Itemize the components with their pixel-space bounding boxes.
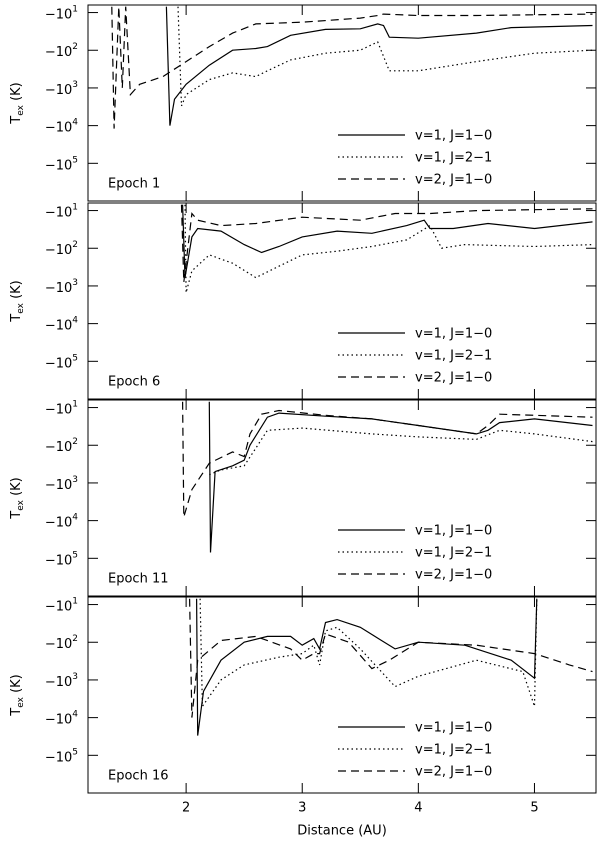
x-axis-label: Distance (AU) <box>297 824 387 839</box>
legend-label: v=1, J=2−1 <box>415 151 492 166</box>
y-tick-label: −105 <box>45 353 78 371</box>
y-tick-label: −104 <box>45 117 78 135</box>
x-tick-label: 3 <box>298 801 306 816</box>
frame <box>87 4 597 202</box>
legend-label: v=2, J=1−0 <box>415 371 492 386</box>
y-tick-label: −102 <box>45 437 78 455</box>
y-axis-label: Tex (K) <box>9 674 26 716</box>
panel: −101 −102 −103 −104 −105 Tex (K) Epoch 6 v=1, J… <box>9 202 597 400</box>
series-line <box>165 6 593 126</box>
y-axis-label: Tex (K) <box>9 280 26 322</box>
y-tick-label: −102 <box>45 42 78 60</box>
y-tick-label: −103 <box>45 671 78 689</box>
y-tick-label: −101 <box>45 202 78 220</box>
panel: −101 −102 −103 −104 −105 Tex (K) Epoch 1 v=1, J… <box>9 4 597 202</box>
legend-label: v=1, J=2−1 <box>415 349 492 364</box>
series-line <box>180 204 593 283</box>
series-line <box>182 401 593 518</box>
y-tick-label: −105 <box>45 155 78 173</box>
frame <box>87 202 597 400</box>
y-tick-label: −103 <box>45 277 78 295</box>
legend-label: v=2, J=1−0 <box>415 173 492 188</box>
series-line <box>199 598 538 709</box>
panel: −101 −102 −103 −104 −105 2 3 4 5 Distance (AU) Tex… <box>9 596 597 839</box>
annotation: Epoch 11 <box>108 572 168 587</box>
legend-label: v=1, J=2−1 <box>415 743 492 758</box>
annotation: Epoch 16 <box>108 769 168 784</box>
y-tick-label: −104 <box>45 512 78 530</box>
series-line <box>182 204 593 278</box>
series-line <box>196 598 538 736</box>
y-tick-label: −101 <box>45 399 78 417</box>
frame <box>87 399 597 597</box>
legend-label: v=1, J=1−0 <box>415 524 492 539</box>
y-tick-label: −103 <box>45 474 78 492</box>
y-tick-label: −101 <box>45 596 78 614</box>
frame <box>87 596 597 794</box>
y-axis-label: Tex (K) <box>9 477 26 519</box>
y-tick-label: −101 <box>45 4 78 22</box>
series-line <box>209 427 593 476</box>
series-line <box>189 598 593 718</box>
y-axis-label: Tex (K) <box>9 82 26 124</box>
panel: −101 −102 −103 −104 −105 Tex (K) Epoch 11 v=1, … <box>9 399 597 597</box>
legend-label: v=2, J=1−0 <box>415 765 492 780</box>
legend-label: v=2, J=1−0 <box>415 568 492 583</box>
y-tick-label: −105 <box>45 747 78 765</box>
y-tick-label: −102 <box>45 240 78 258</box>
annotation: Epoch 6 <box>108 375 160 390</box>
series-line <box>177 6 593 107</box>
y-tick-label: −105 <box>45 550 78 568</box>
y-tick-label: −104 <box>45 315 78 333</box>
y-tick-label: −102 <box>45 634 78 652</box>
y-tick-label: −103 <box>45 79 78 97</box>
x-tick-label: 2 <box>182 801 190 816</box>
x-tick-label: 4 <box>414 801 422 816</box>
legend-label: v=1, J=1−0 <box>415 327 492 342</box>
legend-label: v=1, J=2−1 <box>415 546 492 561</box>
series-line <box>208 401 593 553</box>
series-line <box>111 6 593 129</box>
annotation: Epoch 1 <box>108 177 160 192</box>
series-line <box>184 204 593 293</box>
x-tick-label: 5 <box>530 801 538 816</box>
y-tick-label: −104 <box>45 709 78 727</box>
legend-label: v=1, J=1−0 <box>415 129 492 144</box>
legend-label: v=1, J=1−0 <box>415 721 492 736</box>
